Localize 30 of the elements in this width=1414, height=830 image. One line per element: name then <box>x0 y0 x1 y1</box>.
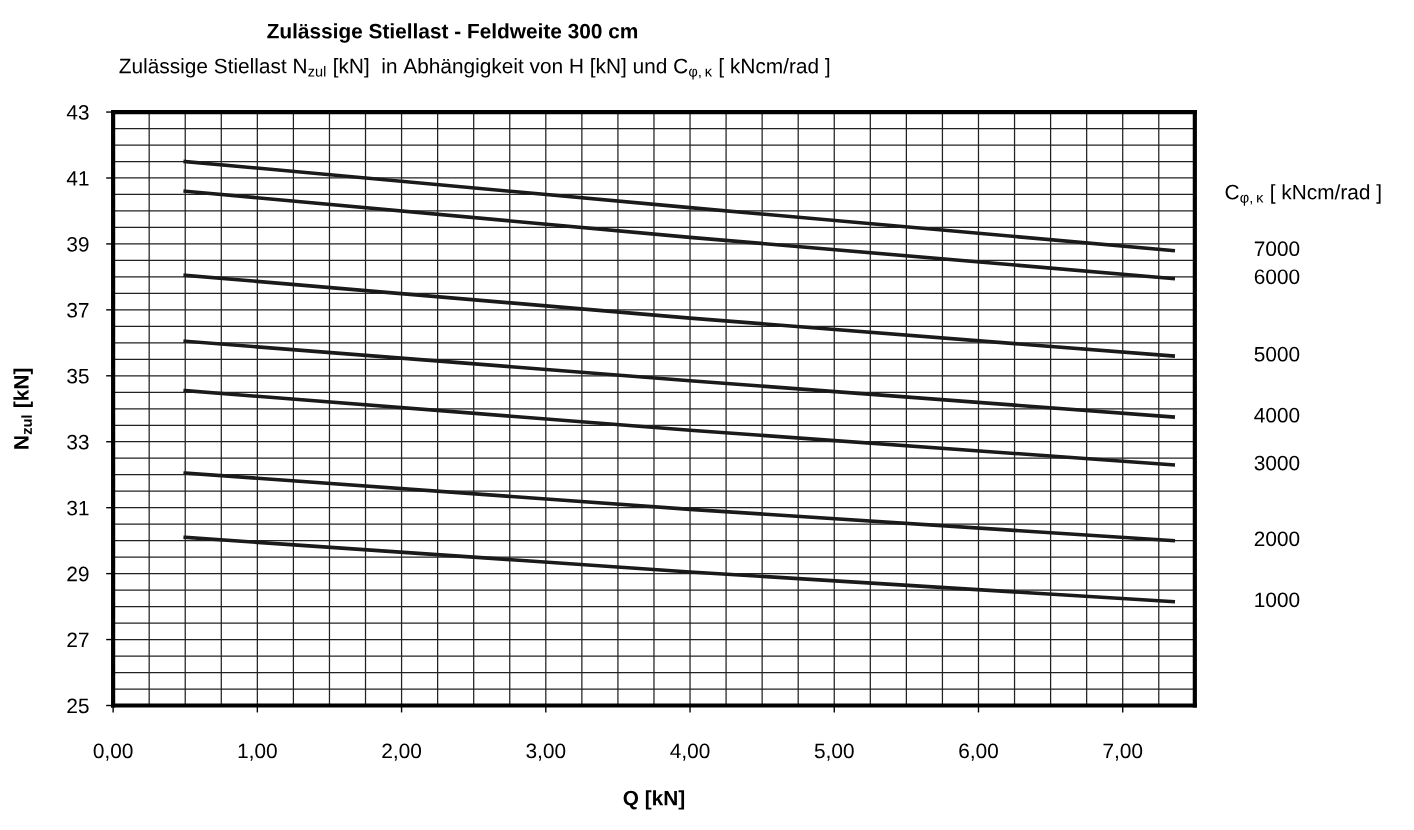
x-tick-label: 2,00 <box>382 743 422 761</box>
text: 7000 <box>1254 241 1300 257</box>
x-tick-label: 3,00 <box>526 743 566 761</box>
y-tick-label: 41 <box>66 171 89 186</box>
text: 3000 <box>1254 455 1300 471</box>
text: 1000 <box>1255 592 1300 608</box>
x-tick-label: 7,00 <box>1103 743 1143 761</box>
y-tick-label: 27 <box>67 632 89 648</box>
y-tick-label: 31 <box>67 500 89 516</box>
y-tick-label: 43 <box>66 105 89 120</box>
legend-title: C$_{φ,κ}$ [ kNcm/rad ] <box>1225 184 1381 206</box>
x-tick-label: 5,00 <box>814 743 854 761</box>
text: 6000 <box>1254 269 1300 285</box>
chart-subtitle: Zulässige Stiellast N$_{zul}$ [kN] in Abhängigkeit von H [kN] und C$_{φ,κ}$ [ kNcm/rad ] <box>119 58 830 80</box>
x-tick-label: 0,00 <box>93 743 133 761</box>
text: 5000 <box>1254 346 1300 362</box>
y-tick-label: 37 <box>67 302 89 318</box>
y-tick-label: 29 <box>67 566 89 582</box>
y-tick-label: 33 <box>67 434 89 450</box>
text: 2000 <box>1254 531 1300 547</box>
y-axis-title: N$_{zul}$ [kN] <box>13 368 33 449</box>
chart-title: Zulässige Stiellast - Feldweite 300 cm <box>267 23 638 43</box>
x-tick-label: 6,00 <box>959 743 998 761</box>
text: 4000 <box>1254 407 1300 423</box>
x-tick-label: 4,00 <box>670 743 710 761</box>
y-tick-label: 35 <box>67 368 89 384</box>
y-tick-label: 39 <box>67 236 89 252</box>
x-axis-title: Q [kN] <box>623 790 685 810</box>
y-tick-label: 25 <box>67 698 89 714</box>
x-tick-label: 1,00 <box>238 743 277 761</box>
